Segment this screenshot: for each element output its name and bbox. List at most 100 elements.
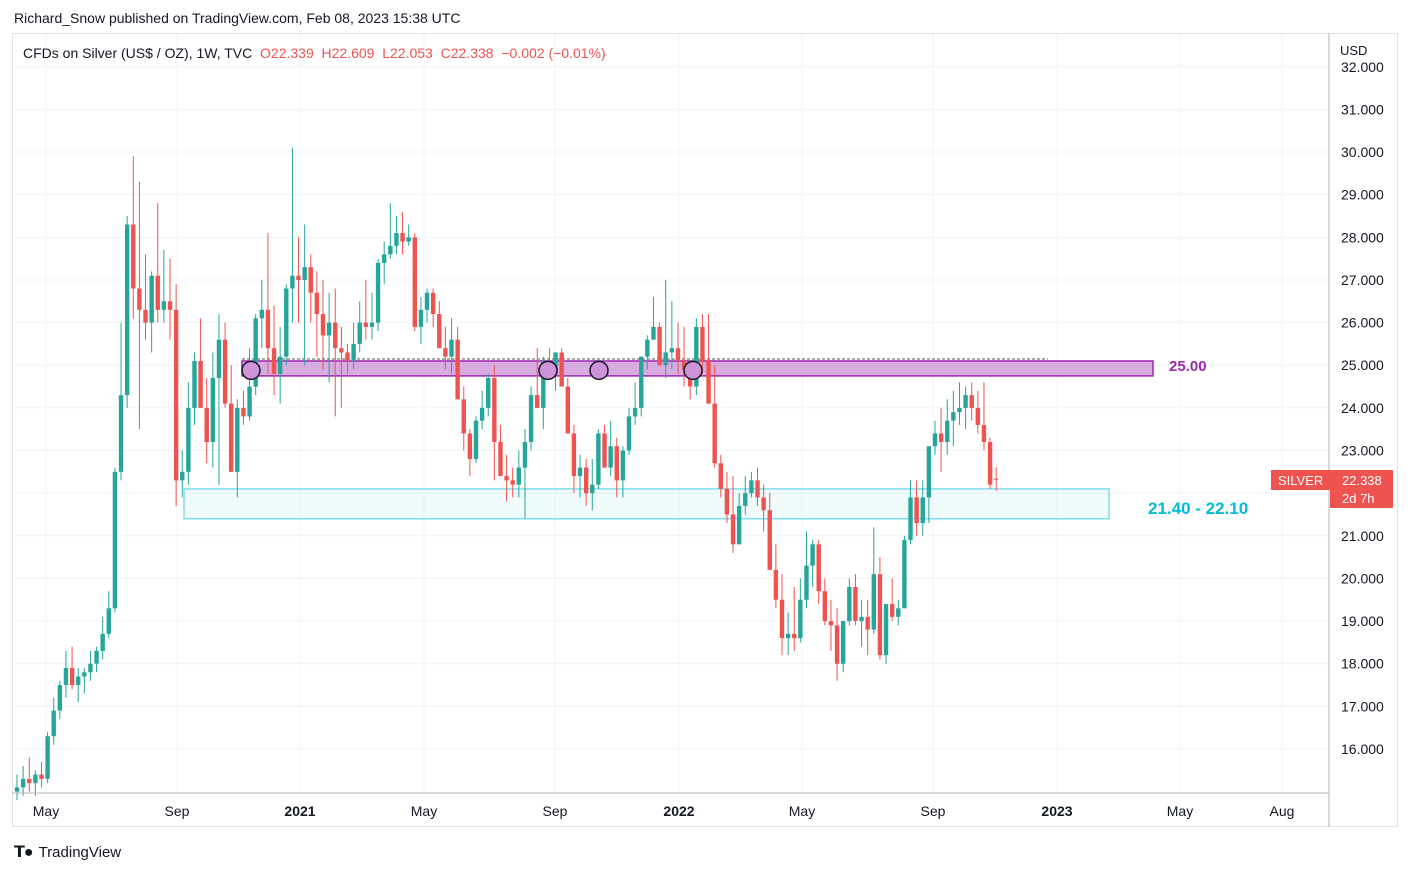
- candle: [822, 578, 828, 626]
- candle-body: [222, 339, 228, 404]
- candle-body: [522, 441, 528, 468]
- candle: [957, 382, 962, 425]
- candle-body: [63, 667, 69, 686]
- candle-body: [161, 301, 167, 310]
- candle: [755, 467, 760, 506]
- candle: [994, 467, 999, 491]
- touch-marker-1: [538, 360, 558, 381]
- candle: [559, 348, 564, 387]
- legend: CFDs on Silver (US$ / OZ), 1W, TVC O22.3…: [23, 45, 606, 61]
- candle: [363, 279, 369, 340]
- candle: [222, 322, 228, 408]
- candle: [651, 297, 656, 340]
- candle-body: [284, 288, 289, 357]
- price-tick-3: 19.000: [1341, 613, 1384, 629]
- candle-body: [265, 309, 271, 349]
- candle-body: [889, 604, 895, 617]
- candle: [155, 203, 160, 323]
- candle-body: [571, 433, 577, 477]
- candle-body: [479, 407, 485, 421]
- candle-body: [333, 322, 338, 349]
- candle: [577, 454, 583, 498]
- price-tick-2: 18.000: [1341, 656, 1384, 672]
- touch-markers: [241, 360, 703, 381]
- legend-high: H22.609: [321, 45, 375, 61]
- candle: [779, 574, 785, 656]
- candle: [394, 216, 399, 255]
- candle: [724, 471, 730, 524]
- candle-body: [945, 420, 950, 442]
- candle-body: [987, 441, 993, 485]
- candle: [369, 292, 375, 340]
- candle: [902, 535, 907, 609]
- candle-body: [969, 395, 974, 408]
- candle: [400, 211, 405, 255]
- candle: [706, 314, 711, 404]
- candle-body: [773, 569, 779, 600]
- candle-body: [920, 497, 925, 524]
- candle: [516, 450, 522, 498]
- candle-body: [651, 326, 656, 340]
- candle: [204, 378, 209, 464]
- candle: [798, 578, 803, 643]
- footer[interactable]: 𝗧● TradingView: [14, 842, 121, 862]
- candle-body: [730, 514, 736, 545]
- candle: [27, 757, 32, 792]
- candle-body: [204, 407, 209, 442]
- candle: [20, 766, 26, 796]
- candle-body: [357, 322, 362, 344]
- candle: [173, 284, 179, 506]
- legend-close: C22.338: [440, 45, 494, 61]
- candle-body: [510, 480, 515, 485]
- time-label-3: May: [411, 803, 437, 819]
- touch-marker-2: [589, 360, 609, 381]
- candle-body: [559, 352, 564, 387]
- candle-body: [865, 616, 870, 630]
- candle: [333, 288, 338, 417]
- candle-body: [131, 224, 136, 289]
- candle: [810, 540, 815, 587]
- candle: [932, 420, 938, 455]
- candle-body: [663, 352, 668, 366]
- legend-change: −0.002 (−0.01%): [501, 45, 606, 61]
- chart-frame[interactable]: [12, 33, 1398, 827]
- candle: [180, 450, 185, 498]
- candle: [167, 258, 173, 340]
- candle-body: [198, 360, 203, 408]
- candle: [730, 476, 736, 553]
- candle: [100, 616, 105, 660]
- candle: [767, 493, 772, 570]
- legend-open: O22.339: [260, 45, 314, 61]
- price-tick-7: 23.000: [1341, 443, 1384, 459]
- candle-body: [681, 360, 687, 370]
- candle: [14, 774, 20, 801]
- candle-body: [528, 395, 534, 442]
- candle: [969, 382, 974, 421]
- candle-body: [106, 608, 111, 634]
- candle-body: [669, 348, 675, 353]
- candle-body: [216, 339, 222, 379]
- support-zone[interactable]: [183, 488, 1110, 520]
- candle: [963, 386, 968, 430]
- candle-body: [535, 395, 540, 408]
- candle-body: [596, 433, 601, 485]
- candle: [596, 429, 601, 489]
- candle: [571, 424, 577, 494]
- zones: [183, 358, 1154, 520]
- candle-body: [804, 565, 809, 600]
- candle: [51, 697, 56, 745]
- candle: [602, 424, 607, 468]
- candle-body: [418, 309, 424, 327]
- candle-body: [247, 386, 252, 417]
- candle-body: [994, 478, 999, 480]
- price-axis: USD 16.000 17.000 18.000 19.000 20.000 21.000…: [1340, 43, 1384, 757]
- candle-body: [112, 471, 118, 609]
- candle-body: [871, 574, 876, 630]
- candle-body: [957, 407, 962, 413]
- candle: [565, 378, 570, 434]
- candle: [785, 612, 791, 656]
- currency-label: USD: [1340, 43, 1367, 58]
- candle-body: [57, 685, 63, 711]
- candle-body: [761, 497, 766, 511]
